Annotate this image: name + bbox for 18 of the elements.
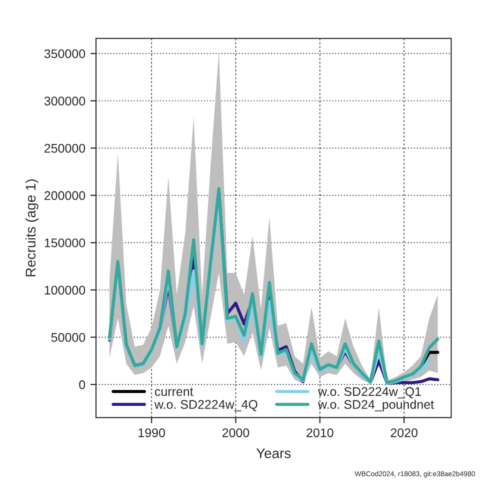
- legend-label: w.o. SD24_poundnet: [318, 400, 434, 412]
- y-axis-title: Recruits (age 1): [25, 179, 38, 276]
- x-axis-title: Years: [256, 448, 291, 458]
- x-tick-label: 2000: [222, 428, 250, 438]
- x-tick-label: 2010: [306, 428, 334, 438]
- x-tick-label: 2020: [390, 428, 418, 438]
- y-tick-label: 350000: [44, 49, 86, 58]
- y-tick-label: 50000: [51, 333, 86, 342]
- y-tick-label: 250000: [44, 144, 86, 153]
- legend-label: w.o. SD2224w_4Q: [154, 400, 258, 412]
- y-tick-label: 300000: [44, 96, 86, 106]
- y-tick-label: 100000: [44, 286, 86, 295]
- y-tick-label: 0: [79, 380, 86, 390]
- y-tick-label: 150000: [44, 238, 86, 248]
- y-tick-label: 200000: [44, 191, 86, 200]
- x-tick-label: 1990: [138, 428, 165, 438]
- legend-label: current: [154, 388, 194, 396]
- legend-label: w.o. SD2224w_Q1: [318, 387, 421, 398]
